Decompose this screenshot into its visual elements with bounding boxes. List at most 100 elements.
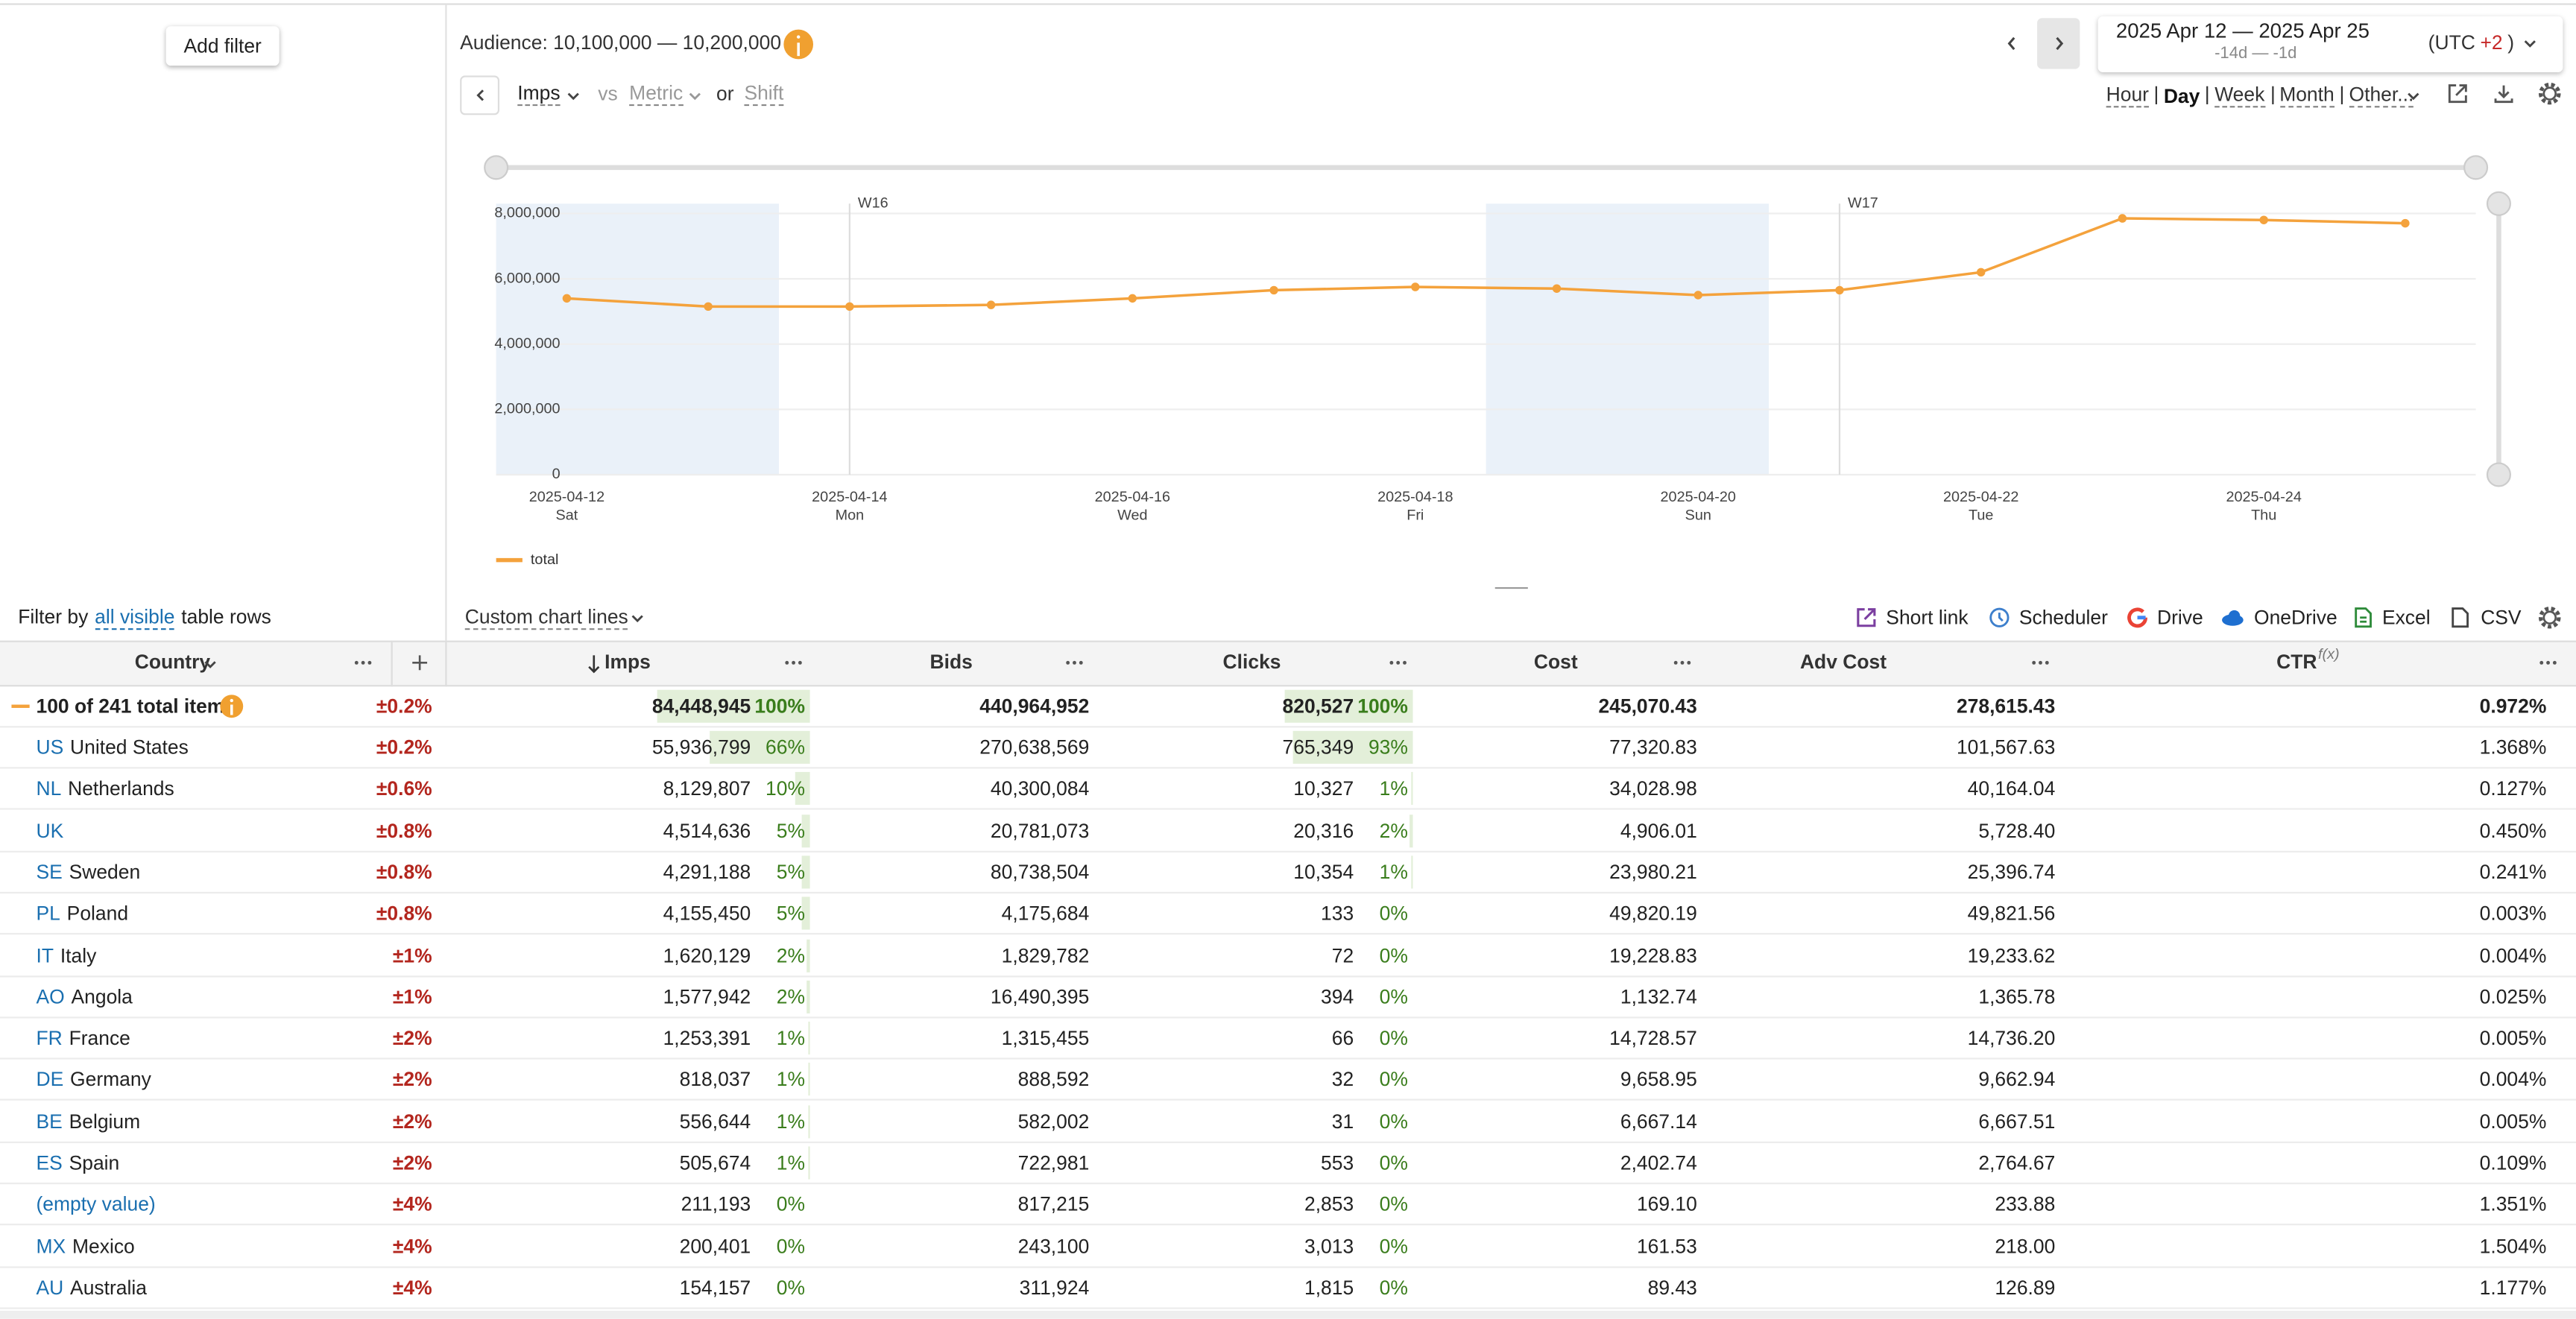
back-button[interactable] [460,75,500,116]
country-code[interactable]: FR [36,1026,63,1050]
country-name[interactable]: United States [70,736,189,759]
next-period[interactable] [2054,35,2063,50]
granularity-chevron[interactable] [2407,91,2420,100]
export-option[interactable]: CSV [2481,606,2522,630]
metric-secondary[interactable]: Metric [629,81,684,107]
metric-chevron[interactable] [689,91,702,100]
export-icon[interactable] [2352,607,2372,628]
country-code[interactable]: AO [36,985,65,1008]
info-icon[interactable] [783,29,814,60]
country-code[interactable]: US [36,736,64,759]
country-name[interactable]: Belgium [69,1110,141,1133]
error-margin: ±1% [392,943,432,967]
column-menu-part [354,660,359,664]
open-external[interactable] [2448,83,2467,104]
country-name[interactable]: Mexico [72,1234,135,1258]
cell-clicks-share: 0% [1379,1110,1408,1133]
custom-chart-lines[interactable]: Custom chart lines [464,605,628,630]
column-menu[interactable] [785,660,802,665]
export-icon[interactable] [2127,607,2147,628]
granularity-option[interactable]: Day [2163,83,2200,107]
column-header[interactable]: Country [134,650,211,674]
cell-clicks: 10,354 [1293,860,1354,884]
country-code[interactable]: (empty value) [36,1192,156,1216]
country-name[interactable]: Angola [71,985,133,1008]
country-name[interactable]: Spain [69,1151,120,1174]
country-name[interactable]: Germany [70,1068,151,1092]
data-point [2118,214,2127,223]
shift[interactable]: Shift [744,81,784,107]
next-period-button[interactable] [2037,18,2080,69]
country-code[interactable]: NL [36,777,62,801]
custom-lines-chevron[interactable] [631,613,644,622]
column-menu[interactable] [1389,660,1407,665]
column-header[interactable]: Adv Cost [1799,650,1887,674]
country-code[interactable]: AU [36,1276,64,1300]
column-header[interactable]: Imps [604,650,651,674]
info-icon[interactable] [220,695,244,718]
settings-icon[interactable] [2538,606,2561,629]
cell-adv-cost: 25,396.74 [1967,860,2056,884]
country-name[interactable]: Sweden [69,860,141,884]
settings-icon[interactable] [2538,82,2561,105]
date-range-chevron[interactable] [2523,39,2536,47]
back-chevron[interactable] [476,89,484,102]
add-filter-button[interactable]: Add filter [165,26,280,66]
country-code[interactable]: BE [36,1110,63,1133]
column-menu[interactable] [354,660,372,665]
export-icon[interactable] [2222,608,2244,627]
column-header[interactable]: Cost [1533,650,1578,674]
sort-desc[interactable] [587,654,599,673]
cell-imps: 55,936,799 [651,736,751,759]
country-code[interactable]: IT [36,943,54,967]
country-code[interactable]: UK [36,818,64,842]
cell-bids: 4,175,684 [1001,902,1090,926]
button-label: Add filter [183,34,262,58]
cell-adv-cost: 6,667.51 [1978,1110,2056,1133]
granularity-option[interactable]: Month [2279,83,2334,108]
cell-imps-share: 5% [776,860,806,884]
metric-primary[interactable]: Imps [517,81,561,107]
country-code[interactable]: DE [36,1068,64,1092]
country-name[interactable]: Netherlands [68,777,174,801]
row-border [0,809,2576,811]
column-header[interactable]: Clicks [1222,650,1281,674]
country-name[interactable]: Poland [66,902,129,926]
country-name[interactable]: France [69,1026,130,1050]
row-border [0,1057,2576,1060]
filter-by-link[interactable]: all visible [95,605,175,630]
export-option[interactable]: Scheduler [2018,606,2108,630]
download[interactable] [2494,83,2513,104]
granularity-option[interactable]: Other... [2349,83,2414,108]
country-code[interactable]: PL [36,902,60,926]
metric-chevron[interactable] [566,91,580,100]
prev-period[interactable] [2007,35,2015,50]
country-code[interactable]: MX [36,1234,66,1258]
export-option[interactable]: Short link [1886,606,1969,630]
column-menu[interactable] [2539,660,2557,665]
export-icon[interactable] [2449,607,2469,628]
export-icon[interactable] [1857,608,1876,627]
export-icon[interactable] [1989,607,2010,627]
column-menu[interactable] [1066,660,1083,665]
cell-imps-share: 0% [776,1276,806,1300]
country-code[interactable]: SE [36,860,63,884]
country-name[interactable]: Italy [60,943,97,967]
export-option[interactable]: Excel [2381,606,2431,630]
granularity-option[interactable]: Hour [2106,83,2149,108]
column-header[interactable]: CTR [2276,650,2317,674]
column-menu[interactable] [1673,660,1691,665]
export-option[interactable]: Drive [2156,606,2203,630]
sort-chevron[interactable] [203,660,217,668]
date-range-box[interactable]: 2025 Apr 12 — 2025 Apr 25 -14d — -1d (UTC +… [2097,16,2563,72]
column-menu[interactable] [2032,660,2049,665]
cell-clicks: 133 [1321,902,1354,926]
export-option[interactable]: OneDrive [2254,606,2337,630]
granularity-option[interactable]: Week [2214,83,2265,108]
separator [2340,86,2343,104]
country-cell: FR France [36,1027,130,1050]
country-name[interactable]: Australia [70,1276,147,1300]
add-column[interactable] [411,654,426,670]
country-code[interactable]: ES [36,1151,63,1174]
column-header[interactable]: Bids [929,650,973,674]
